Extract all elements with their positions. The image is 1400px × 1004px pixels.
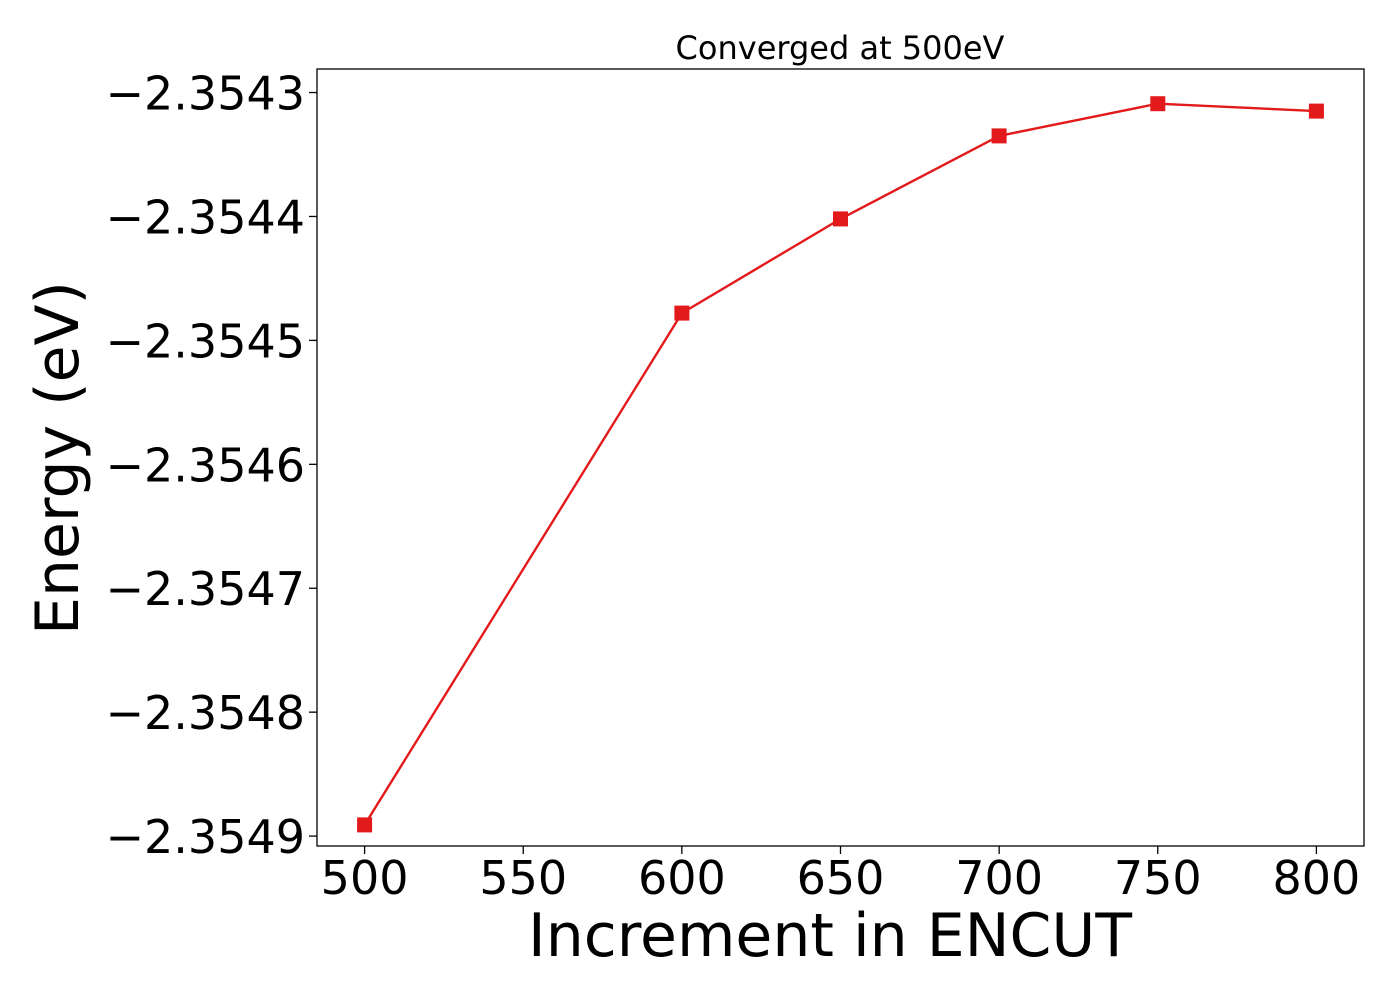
x-tick-label: 750 xyxy=(1114,851,1202,905)
y-tick-label: −2.3547 xyxy=(106,562,306,616)
y-tick-label: −2.3544 xyxy=(106,190,306,244)
data-point-marker xyxy=(1150,96,1166,112)
y-tick-label: −2.3545 xyxy=(106,314,306,368)
y-axis-label: Energy (eV) xyxy=(23,281,93,635)
x-tick-label: 500 xyxy=(321,851,409,905)
series-line xyxy=(363,102,1317,826)
series-markers xyxy=(357,96,1324,833)
chart-title: Converged at 500eV xyxy=(676,29,1005,67)
x-axis-label: Increment in ENCUT xyxy=(528,901,1132,971)
x-tick-label: 550 xyxy=(479,851,567,905)
y-tick-label: −2.3549 xyxy=(106,810,306,864)
x-axis-ticks: 500 550 600 650 700 750 800 xyxy=(321,846,1361,905)
x-tick-label: 800 xyxy=(1273,851,1361,905)
x-tick-label: 650 xyxy=(797,851,885,905)
data-point-marker xyxy=(1308,103,1324,119)
series-lines xyxy=(363,102,1317,826)
data-point-marker xyxy=(357,817,373,833)
plot-frame xyxy=(316,68,1365,847)
data-point-marker xyxy=(833,211,848,227)
y-axis-ticks: −2.3543 −2.3544 −2.3545 −2.3546 −2.3547 −2.35… xyxy=(106,67,317,864)
x-tick-label: 600 xyxy=(638,851,726,905)
x-tick-label: 700 xyxy=(955,851,1043,905)
data-point-marker xyxy=(674,305,690,321)
y-tick-label: −2.3548 xyxy=(106,686,306,740)
data-point-marker xyxy=(991,128,1007,144)
y-tick-label: −2.3543 xyxy=(106,67,306,121)
y-tick-label: −2.3546 xyxy=(106,438,306,492)
